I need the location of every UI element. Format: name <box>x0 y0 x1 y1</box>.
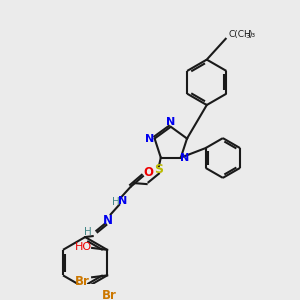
Text: H: H <box>84 227 92 237</box>
Text: Br: Br <box>75 274 90 287</box>
Text: N: N <box>180 153 189 163</box>
Text: HO: HO <box>75 242 92 252</box>
Text: S: S <box>154 164 164 176</box>
Text: Br: Br <box>102 289 117 300</box>
Text: N: N <box>166 117 176 127</box>
Text: N: N <box>118 196 128 206</box>
Text: N: N <box>145 134 154 143</box>
Text: 3: 3 <box>246 33 250 39</box>
Text: H: H <box>112 197 120 207</box>
Text: N: N <box>103 214 113 226</box>
Text: O: O <box>143 166 154 179</box>
Text: )₃: )₃ <box>248 30 256 39</box>
Text: C(CH: C(CH <box>229 30 251 39</box>
